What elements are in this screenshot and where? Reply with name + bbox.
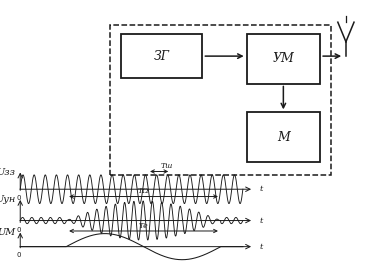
FancyBboxPatch shape	[247, 34, 320, 84]
Text: t: t	[259, 185, 263, 193]
Text: Tе: Tе	[139, 222, 148, 230]
Text: Tш: Tш	[160, 162, 173, 170]
FancyBboxPatch shape	[247, 112, 320, 162]
Text: t: t	[259, 217, 263, 224]
Text: УМ: УМ	[272, 52, 294, 65]
Text: М: М	[277, 130, 290, 144]
FancyBboxPatch shape	[121, 34, 202, 78]
Text: Uун: Uун	[0, 195, 16, 204]
Text: 0: 0	[16, 195, 21, 201]
Text: TΩ: TΩ	[138, 187, 149, 195]
Text: ЗГ: ЗГ	[154, 50, 170, 63]
Text: 0: 0	[16, 227, 21, 233]
Text: Uзз: Uзз	[0, 168, 15, 177]
Text: 0: 0	[16, 252, 21, 258]
Text: UМ: UМ	[0, 228, 15, 237]
Text: t: t	[259, 243, 263, 251]
